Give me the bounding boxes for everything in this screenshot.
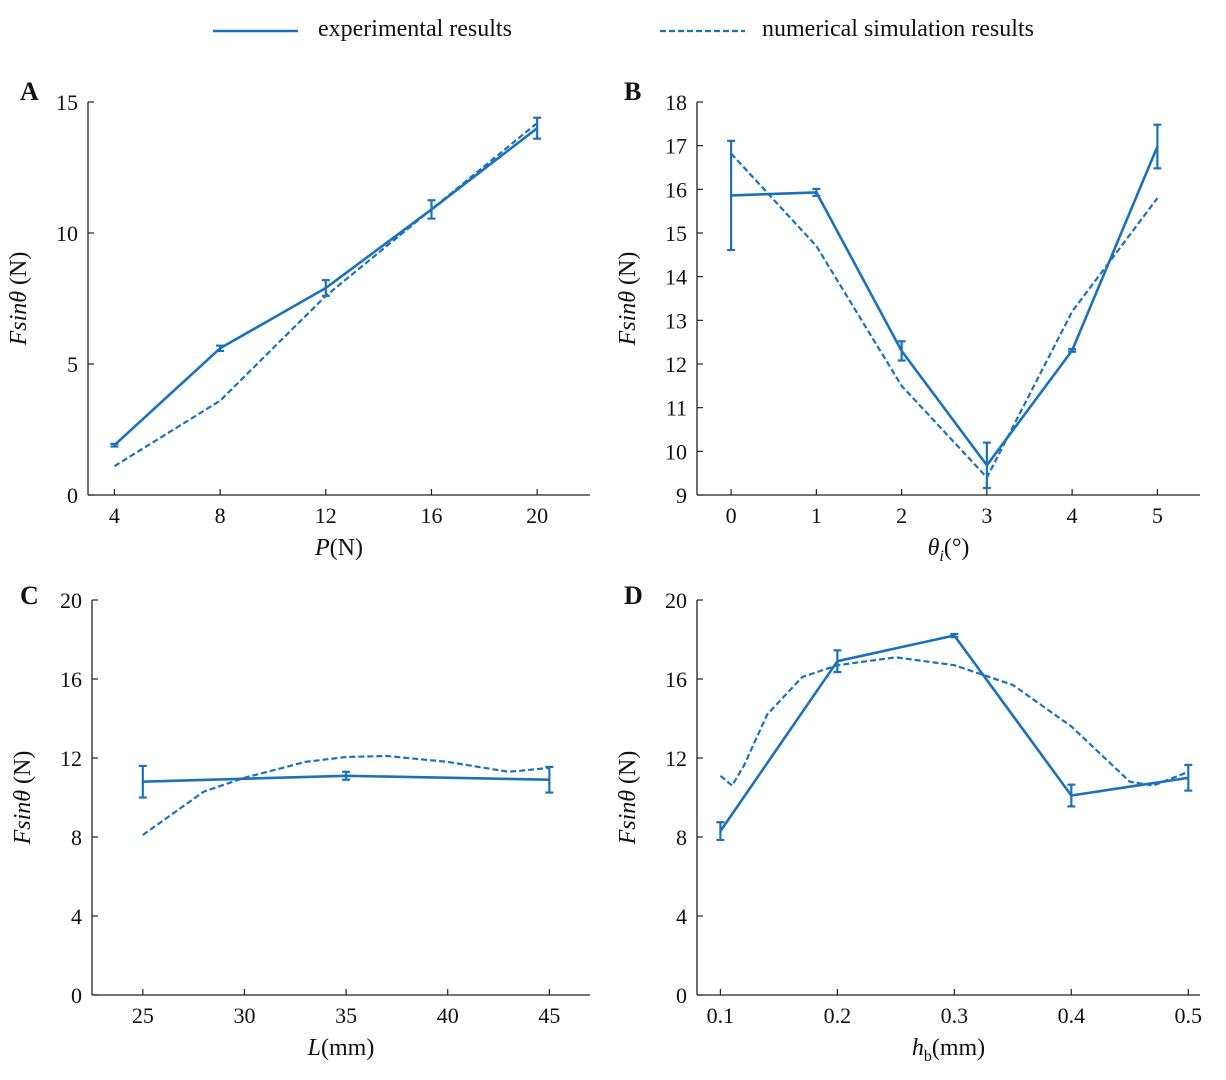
simulation-series-line bbox=[730, 152, 1159, 479]
x-tick-label: 0.2 bbox=[824, 1003, 852, 1028]
panel-d: D 0.1 0.2 0.3 0.4 0.5 0 4 8 12 16 20 Fsinθ (N) hb(mm… bbox=[615, 581, 1202, 1065]
y-tick-label: 12 bbox=[60, 746, 82, 771]
y-tick-label: 13 bbox=[665, 308, 687, 333]
x-axis-label-subscript: b bbox=[924, 1048, 932, 1065]
y-tick-label: 12 bbox=[665, 746, 687, 771]
x-tick-label: 0.4 bbox=[1058, 1003, 1086, 1028]
simulation-series-line bbox=[719, 656, 1189, 787]
y-tick-label: 18 bbox=[665, 90, 687, 115]
y-axis-label-main: Fsinθ bbox=[6, 291, 32, 347]
panel-letter-c: C bbox=[20, 581, 39, 610]
y-tick-label: 12 bbox=[665, 352, 687, 377]
x-axis-label: L(mm) bbox=[307, 1035, 375, 1061]
x-tick-label: 5 bbox=[1152, 503, 1163, 528]
y-tick-label: 16 bbox=[665, 177, 687, 202]
y-axis-label-main: Fsinθ bbox=[10, 790, 36, 846]
y-tick-label: 11 bbox=[666, 396, 687, 421]
x-tick-label: 3 bbox=[981, 503, 992, 528]
x-tick-label: 4 bbox=[109, 503, 120, 528]
x-axis-label-subscript: i bbox=[939, 548, 943, 565]
y-axis-label: Fsinθ (N) bbox=[10, 751, 36, 846]
y-tick-label: 5 bbox=[67, 352, 78, 377]
y-axis-label-unit: (N) bbox=[615, 252, 641, 291]
y-tick-label: 0 bbox=[71, 983, 82, 1008]
x-tick-label: 12 bbox=[315, 503, 337, 528]
y-tick-label: 8 bbox=[71, 825, 82, 850]
x-tick-label: 40 bbox=[437, 1003, 459, 1028]
x-tick-label: 0 bbox=[726, 503, 737, 528]
legend-label-experimental: experimental results bbox=[318, 16, 512, 42]
x-axis-label-unit: (N) bbox=[330, 535, 363, 561]
y-axis-label-unit: (N) bbox=[10, 751, 36, 790]
y-tick-label: 14 bbox=[665, 265, 687, 290]
x-tick-label: 25 bbox=[132, 1003, 154, 1028]
panel-c: C 25 30 35 40 45 0 4 8 12 16 20 Fsinθ (N) L(mm) bbox=[10, 581, 590, 1061]
x-axis-label-main: P bbox=[314, 535, 330, 561]
x-tick-label: 4 bbox=[1067, 503, 1078, 528]
x-tick-label: 8 bbox=[215, 503, 226, 528]
x-tick-label: 1 bbox=[811, 503, 822, 528]
x-tick-label: 45 bbox=[538, 1003, 560, 1028]
panel-letter-a: A bbox=[20, 77, 39, 106]
x-axis-label-main: h bbox=[912, 1035, 924, 1061]
y-tick-label: 17 bbox=[665, 134, 687, 159]
y-tick-label: 16 bbox=[665, 667, 687, 692]
y-axis-label-unit: (N) bbox=[615, 751, 641, 790]
x-tick-label: 2 bbox=[896, 503, 907, 528]
x-axis-label-main: L bbox=[307, 1035, 321, 1061]
y-axis-label-main: Fsinθ bbox=[615, 790, 641, 846]
x-axis-label: hb(mm) bbox=[912, 1035, 985, 1065]
y-tick-label: 20 bbox=[60, 588, 82, 613]
x-tick-label: 16 bbox=[420, 503, 442, 528]
y-tick-label: 4 bbox=[676, 904, 687, 929]
x-tick-label: 0.5 bbox=[1175, 1003, 1203, 1028]
y-tick-label: 0 bbox=[676, 983, 687, 1008]
legend-label-simulation: numerical simulation results bbox=[762, 16, 1034, 42]
x-axis-label-unit: (mm) bbox=[932, 1035, 985, 1061]
panel-letter-b: B bbox=[624, 77, 641, 106]
y-tick-label: 20 bbox=[665, 588, 687, 613]
y-axis-label-main: Fsinθ bbox=[615, 291, 641, 347]
y-tick-label: 10 bbox=[665, 439, 687, 464]
y-tick-label: 9 bbox=[676, 483, 687, 508]
y-axis-label: Fsinθ (N) bbox=[615, 751, 641, 846]
x-axis-label-main: θ bbox=[928, 535, 940, 561]
y-axis-label-unit: (N) bbox=[6, 252, 32, 291]
x-axis-label-unit: (°) bbox=[944, 535, 970, 561]
y-tick-label: 15 bbox=[56, 90, 78, 115]
x-tick-label: 20 bbox=[526, 503, 548, 528]
simulation-series-line bbox=[142, 754, 550, 836]
x-tick-label: 0.3 bbox=[941, 1003, 969, 1028]
x-tick-label: 0.1 bbox=[707, 1003, 735, 1028]
y-tick-label: 4 bbox=[71, 904, 82, 929]
y-axis-label: Fsinθ (N) bbox=[6, 252, 32, 347]
y-tick-label: 8 bbox=[676, 825, 687, 850]
y-axis-label: Fsinθ (N) bbox=[615, 252, 641, 347]
legend: experimental results numerical simulatio… bbox=[213, 16, 1034, 42]
x-axis-label-unit: (mm) bbox=[321, 1035, 374, 1061]
panel-letter-d: D bbox=[624, 581, 643, 610]
x-tick-label: 30 bbox=[233, 1003, 255, 1028]
y-tick-label: 16 bbox=[60, 667, 82, 692]
y-tick-label: 10 bbox=[56, 221, 78, 246]
simulation-series-line bbox=[113, 122, 538, 468]
y-tick-label: 15 bbox=[665, 221, 687, 246]
experimental-series-line bbox=[731, 145, 1159, 467]
y-tick-label: 0 bbox=[67, 483, 78, 508]
x-axis-label: θi(°) bbox=[928, 535, 970, 565]
x-tick-label: 35 bbox=[335, 1003, 357, 1028]
x-axis-label: P(N) bbox=[314, 535, 363, 561]
